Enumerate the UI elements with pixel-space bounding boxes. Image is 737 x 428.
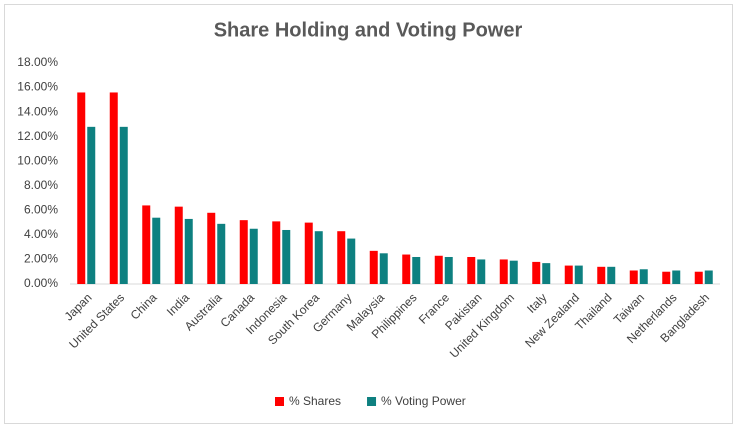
bar	[217, 223, 226, 284]
bar	[672, 270, 681, 284]
bar	[639, 269, 648, 284]
bar	[402, 254, 411, 284]
bar	[207, 212, 216, 284]
bar	[109, 92, 118, 284]
bar	[174, 206, 183, 284]
bar	[434, 255, 443, 284]
bar	[542, 263, 551, 284]
bar	[337, 231, 346, 284]
bar	[412, 256, 421, 284]
y-tick-label: 14.00%	[17, 104, 58, 118]
bar	[119, 126, 128, 284]
bar	[532, 261, 541, 284]
legend-label: % Shares	[289, 394, 341, 408]
y-tick-label: 0.00%	[24, 276, 58, 290]
y-tick-label: 8.00%	[24, 178, 58, 192]
y-tick-label: 10.00%	[17, 153, 58, 167]
y-tick-label: 12.00%	[17, 129, 58, 143]
bar	[444, 256, 453, 284]
bar	[704, 270, 713, 284]
y-tick-label: 4.00%	[24, 227, 58, 241]
bar	[282, 229, 291, 284]
bar	[564, 265, 573, 284]
chart-title: Share Holding and Voting Power	[214, 19, 523, 41]
bar	[509, 260, 518, 284]
legend-swatch	[275, 397, 284, 406]
bar	[314, 231, 323, 284]
bar	[87, 126, 96, 284]
y-tick-label: 18.00%	[17, 55, 58, 69]
bar	[574, 265, 583, 284]
bar	[249, 228, 258, 284]
bar	[142, 205, 151, 284]
y-tick-label: 2.00%	[24, 252, 58, 266]
bar	[77, 92, 86, 284]
bar	[694, 271, 703, 284]
bar	[304, 222, 313, 284]
bar	[239, 220, 248, 284]
y-tick-label: 6.00%	[24, 203, 58, 217]
bar	[184, 218, 193, 284]
bar	[272, 221, 281, 284]
legend-label: % Voting Power	[381, 394, 466, 408]
bar	[499, 259, 508, 284]
bar	[597, 266, 606, 284]
bar	[369, 250, 378, 284]
bar	[477, 259, 486, 284]
legend-swatch	[367, 397, 377, 406]
bar	[152, 217, 161, 284]
bar	[379, 253, 388, 284]
bar	[662, 271, 671, 284]
bar	[347, 238, 356, 284]
bar	[629, 270, 638, 284]
bar	[467, 256, 476, 284]
bar	[607, 266, 616, 284]
y-tick-label: 16.00%	[17, 80, 58, 94]
